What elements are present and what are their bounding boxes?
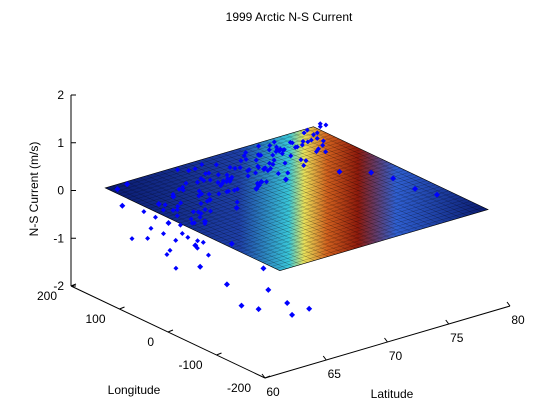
scatter-point: [173, 266, 178, 271]
x-tick-mark: [323, 356, 326, 360]
x-tick-label: 60: [266, 385, 280, 399]
x-tick-label: 75: [450, 331, 464, 345]
y-axis-label: Longitude: [108, 383, 161, 397]
scatter-point: [289, 312, 295, 318]
y-tick-mark: [217, 353, 222, 355]
x-tick-label: 80: [511, 313, 525, 327]
x-tick-label: 70: [389, 349, 403, 363]
y-tick-label: 100: [85, 312, 105, 326]
scatter-point: [145, 236, 150, 241]
z-axis-label: N-S Current (m/s): [27, 142, 41, 237]
scatter-point: [161, 231, 166, 236]
x-tick-mark: [385, 338, 388, 342]
scatter-point: [224, 281, 230, 287]
scatter-point: [306, 306, 312, 312]
y-tick-mark: [168, 330, 173, 332]
chart-title: 1999 Arctic N-S Current: [226, 10, 353, 24]
scatter-point: [141, 209, 146, 214]
x-tick-mark: [446, 320, 449, 324]
y-tick-label: 0: [147, 335, 154, 349]
scatter-point: [167, 248, 172, 253]
z-tick-label: 0: [57, 184, 64, 198]
scatter-point: [256, 306, 262, 312]
scatter-point: [323, 123, 328, 128]
z-tick-label: -1: [53, 231, 64, 245]
z-tick-label: 2: [57, 88, 64, 102]
x-axis-ticks: 60 65 70 75 80: [262, 302, 525, 399]
y-tick-label: -200: [227, 381, 251, 395]
scatter-point: [201, 240, 206, 245]
y-tick-label: -100: [178, 358, 202, 372]
scatter-point: [185, 235, 190, 240]
scatter-point: [284, 300, 290, 306]
scatter-point: [239, 303, 245, 309]
scatter-point: [206, 253, 211, 258]
z-axis-ticks: -2-1012: [53, 88, 76, 293]
scatter-point: [260, 265, 266, 271]
y-tick-mark: [120, 307, 125, 309]
scatter-point: [119, 203, 125, 209]
scatter-point: [197, 264, 203, 270]
y-axis-ticks: -200 -100 0 100 200: [37, 284, 270, 395]
scatter-point: [318, 124, 323, 129]
x-tick-mark: [507, 302, 510, 306]
scatter-point: [166, 220, 172, 226]
scatter-point: [164, 252, 169, 257]
scatter-point: [148, 226, 153, 231]
scatter-point: [130, 236, 135, 241]
scatter-point: [153, 215, 158, 220]
scatter-point: [180, 231, 185, 236]
scatter-point: [265, 287, 271, 293]
x-axis-label: Latitude: [371, 387, 414, 401]
y-tick-label: 200: [37, 289, 57, 303]
scatter-point: [173, 238, 178, 243]
scatter-point: [195, 238, 200, 243]
z-tick-label: 1: [57, 136, 64, 150]
x-tick-label: 65: [328, 367, 342, 381]
